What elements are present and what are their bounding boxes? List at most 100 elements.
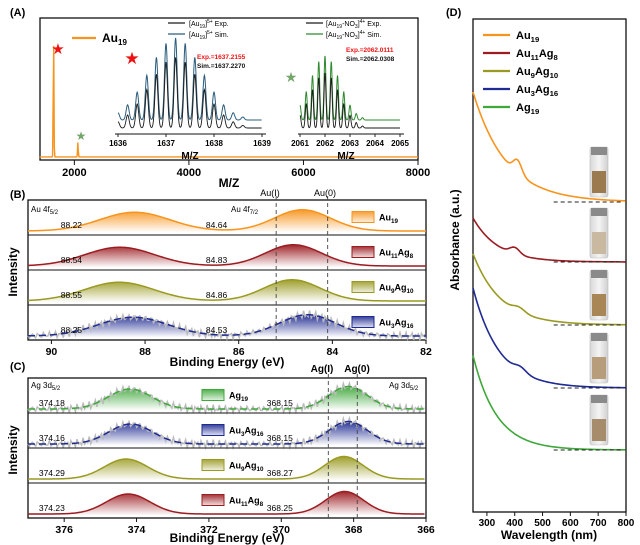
panel-b-y-label: Intensity [6, 247, 20, 297]
legend-swatch-ag19 [201, 389, 225, 401]
peak-value-left: 374.29 [39, 468, 65, 478]
inset2-exp-trace [299, 72, 400, 129]
panel-a-x-label: M/Z [219, 176, 240, 190]
x-tick-label: 370 [273, 524, 291, 536]
legend-swatch-au9ag10 [201, 459, 225, 471]
peak-value-right: 84.86 [206, 290, 228, 300]
vial-cap [591, 208, 607, 216]
panel-a-x-tick-label: 8000 [406, 167, 430, 179]
inset-x-tick-label: 1636 [109, 139, 127, 148]
legend-swatch-au11ag8 [351, 246, 375, 258]
vial-cap [591, 395, 607, 403]
panel-b: Intensity 88.22 84.64 Au19 88.54 84.83 Au11Ag… [6, 188, 432, 369]
panel-d-y-label: Absorbance (a.u.) [448, 189, 462, 290]
inset2-x-label: M/Z [337, 151, 354, 162]
x-tick-label: 500 [534, 518, 551, 529]
x-tick-label: 372 [200, 524, 218, 536]
vial-solution [592, 357, 606, 379]
panel-b-header-mid: Au 4f7/2 [231, 205, 259, 216]
peak-value-left: 88.25 [61, 325, 83, 335]
peak-fill-au3ag16 [28, 314, 426, 337]
peak-fill-au11ag8 [28, 244, 426, 267]
panel-label-d: (D) [446, 7, 462, 19]
panel-b-x-label: Binding Energy (eV) [170, 355, 285, 369]
au19-mass-spectrum [39, 45, 418, 158]
inset2-sim-value: Sim.=2062.0308 [346, 56, 395, 63]
fit-curve-au9ag10 [28, 455, 425, 480]
legend-label-au11ag8: Au11Ag8 [229, 496, 264, 509]
panel-c-x-label: Binding Energy (eV) [170, 531, 285, 545]
panel-label-a: (A) [10, 7, 26, 19]
vial-solution [592, 171, 606, 193]
peak-fill-au9ag10 [28, 279, 426, 302]
inset-x-tick-label: 2061 [291, 139, 309, 148]
panel-c-header-left: Ag 3d5/2 [31, 381, 61, 392]
peak-value-left: 374.23 [39, 503, 65, 513]
legend-label-au9ag10: Au9Ag10 [379, 283, 414, 296]
legend-label-ag19: Ag19 [229, 391, 249, 404]
legend-label-ag19: Ag19 [516, 102, 539, 116]
uv-vis-curve-ag19 [472, 355, 626, 451]
peak-fill-au11ag8 [28, 491, 425, 515]
vial-cap [591, 270, 607, 278]
peak-fill-au3ag16 [28, 421, 425, 445]
x-tick-label: 300 [479, 518, 496, 529]
panel-a-legend-label: Au19 [102, 31, 127, 47]
x-tick-label: 700 [590, 518, 607, 529]
red-star-icon-inset: ★ [124, 49, 139, 68]
x-tick-label: 374 [128, 524, 146, 536]
inset2-legend-sim: [Au19-NO3]4+ Sim. [326, 30, 381, 41]
x-tick-label: 82 [420, 346, 432, 358]
x-tick-label: 88 [139, 346, 151, 358]
panel-a-x-tick-label: 6000 [291, 167, 315, 179]
uv-vis-curve-au9ag10 [472, 253, 626, 326]
peak-value-left: 374.18 [39, 398, 65, 408]
inset-x-tick-label: 2065 [391, 139, 409, 148]
legend-label-au3ag16: Au3Ag16 [379, 318, 414, 331]
inset-x-tick-label: 1639 [253, 139, 271, 148]
inset1-sim-value: Sim.=1637.2270 [197, 63, 246, 70]
vial-cap [591, 333, 607, 341]
inset2-exp-value: Exp.=2062.0111 [346, 47, 394, 54]
legend-label-au11ag8: Au11Ag8 [379, 248, 414, 261]
fit-curve-au11ag8 [28, 490, 425, 515]
legend-swatch-au11ag8 [201, 494, 225, 506]
panel-a-x-ticks: 2000 4000 6000 8000 [62, 160, 430, 179]
fit-curve-au9ag10 [27, 279, 426, 302]
panel-a: 2000 4000 6000 8000 M/Z Au19 ★ ★ ★ ★ 1636 16… [39, 17, 430, 190]
inset1-x-label: M/Z [181, 151, 198, 162]
x-tick-label: 368 [345, 524, 363, 536]
vial-solution [592, 232, 606, 254]
inset-au19-5plus: 1636 1637 1638 1639 M/Z [Au19]5+ Exp. [Au19… [109, 19, 271, 162]
legend-swatch-au19 [351, 211, 375, 223]
legend-label-au11ag8: Au11Ag8 [516, 48, 558, 62]
fit-curve-ag19 [28, 385, 425, 410]
panel-a-frame [39, 17, 419, 161]
inset-au19-no3-4plus: 2061 2062 2063 2064 2065 M/Z [Au19-NO3]4+ Ex… [291, 19, 409, 162]
vial-solution [592, 419, 606, 441]
inset-x-tick-label: 1638 [205, 139, 223, 148]
inset-x-tick-label: 2064 [366, 139, 384, 148]
inset2-legend-exp: [Au19-NO3]4+ Exp. [326, 19, 381, 30]
vial-solution [592, 294, 606, 316]
vial-cap [591, 147, 607, 155]
x-tick-label: 600 [562, 518, 579, 529]
peak-value-right: 368.27 [267, 468, 293, 478]
panel-c-header-right: Ag 3d5/2 [389, 381, 419, 392]
panel-label-c: (C) [10, 361, 26, 373]
fit-curve-au3ag16 [28, 420, 425, 445]
peak-value-right: 368.25 [267, 503, 293, 513]
inset1-legend-exp: [Au19]5+ Exp. [189, 19, 229, 30]
x-tick-label: 400 [506, 518, 523, 529]
inset1-sim-trace [117, 37, 262, 121]
legend-swatch-au3ag16 [201, 424, 225, 436]
x-tick-label: 800 [618, 518, 635, 529]
panel-c-guide-label-ag0: Ag(0) [344, 364, 370, 375]
peak-value-left: 88.54 [61, 255, 83, 265]
peak-fill-au9ag10 [28, 456, 425, 480]
panel-b-guide-label-au1: Au(I) [260, 188, 280, 198]
legend-label-au19: Au19 [379, 213, 399, 226]
x-tick-label: 84 [327, 346, 339, 358]
panel-c-y-label: Intensity [6, 425, 20, 475]
fit-curve-au19 [27, 208, 426, 232]
